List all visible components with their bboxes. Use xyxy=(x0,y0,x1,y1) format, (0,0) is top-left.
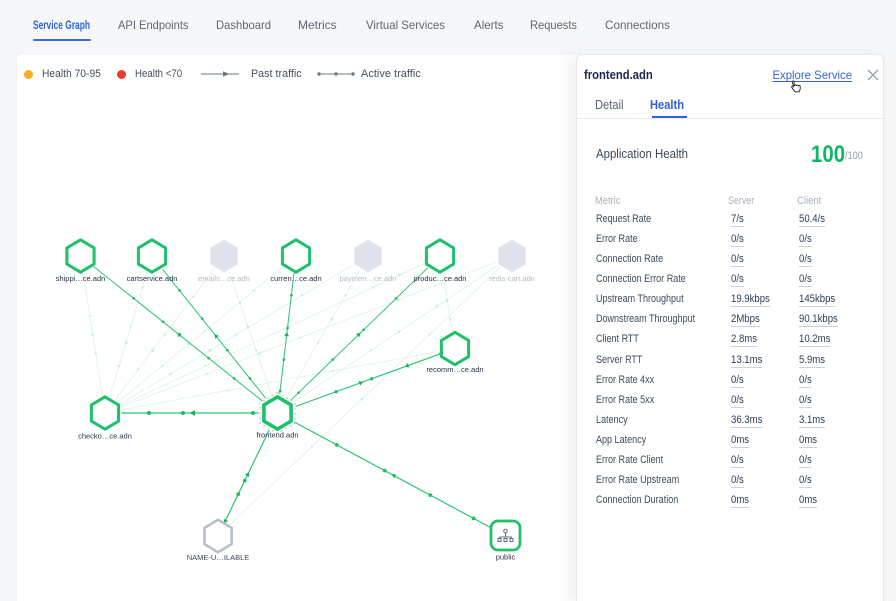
svg-text:public: public xyxy=(496,553,516,562)
svg-text:NAME-U…ILABLE: NAME-U…ILABLE xyxy=(187,553,250,562)
svg-text:produc…ce.adn: produc…ce.adn xyxy=(414,274,467,283)
svg-text:frontend.adn: frontend.adn xyxy=(256,431,298,440)
svg-text:emails…ce.adn: emails…ce.adn xyxy=(198,274,250,283)
svg-text:cartservice.adn: cartservice.adn xyxy=(127,274,178,283)
svg-text:shippi…ce.adn: shippi…ce.adn xyxy=(56,274,106,283)
svg-text:checko…ce.adn: checko…ce.adn xyxy=(78,432,132,441)
svg-text:recomm…ce.adn: recomm…ce.adn xyxy=(426,365,483,374)
svg-text:paymen…ce.adn: paymen…ce.adn xyxy=(340,274,397,283)
svg-text:redis-cart.adn: redis-cart.adn xyxy=(489,274,535,283)
svg-text:curren…ce.adn: curren…ce.adn xyxy=(270,274,321,283)
